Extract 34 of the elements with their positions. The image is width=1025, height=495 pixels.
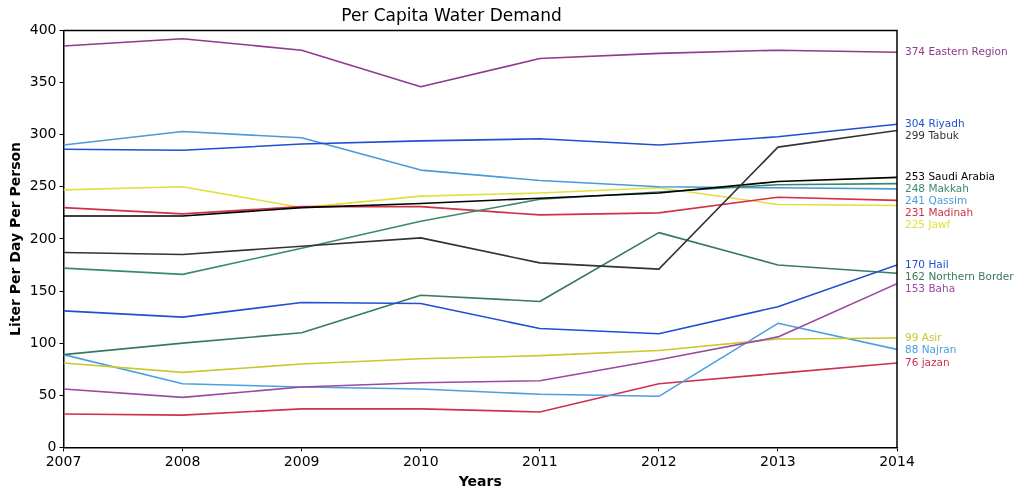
series-label: 153 Baha xyxy=(905,281,956,294)
x-tick-label: 2010 xyxy=(402,453,439,470)
x-tick-label: 2013 xyxy=(760,453,796,470)
x-tick-label: 2012 xyxy=(641,453,677,470)
y-tick-label: 50 xyxy=(38,385,57,402)
x-tick-label: 2008 xyxy=(164,453,201,470)
series-label: 76 jazan xyxy=(905,355,950,368)
series-label: 299 Tabuk xyxy=(905,128,960,141)
y-tick-label: 0 xyxy=(47,438,57,455)
y-tick-label: 300 xyxy=(29,125,57,142)
series-label: 374 Eastern Region xyxy=(905,45,1008,58)
y-tick-label: 250 xyxy=(29,177,57,194)
y-tick-label: 100 xyxy=(29,333,57,350)
series-label: 231 Madinah xyxy=(905,206,974,219)
y-tick-label: 400 xyxy=(29,21,57,38)
series-label: 99 Asir xyxy=(905,330,943,343)
series-label: 162 Northern Border xyxy=(905,269,1015,282)
chart-title: Per Capita Water Demand xyxy=(341,4,562,25)
series-label: 304 Riyadh xyxy=(905,116,965,129)
y-tick-label: 150 xyxy=(29,281,57,298)
x-tick-label: 2007 xyxy=(45,453,82,470)
series-label: 225 Jawf xyxy=(905,218,951,231)
y-tick-label: 350 xyxy=(29,73,57,90)
y-tick-label: 200 xyxy=(29,229,57,246)
x-tick-label: 2009 xyxy=(283,453,320,470)
series-label: 170 Hail xyxy=(905,257,949,270)
series-label: 88 Najran xyxy=(905,342,957,355)
x-tick-label: 2011 xyxy=(521,453,558,470)
series-label: 241 Qassim xyxy=(905,194,968,207)
x-tick-label: 2014 xyxy=(879,453,915,470)
y-axis-title: Liter Per Day Per Person xyxy=(7,141,24,336)
series-label: 253 Saudi Arabia xyxy=(905,170,996,183)
series-label: 248 Makkah xyxy=(905,182,969,195)
x-axis-title: Years xyxy=(457,473,502,490)
